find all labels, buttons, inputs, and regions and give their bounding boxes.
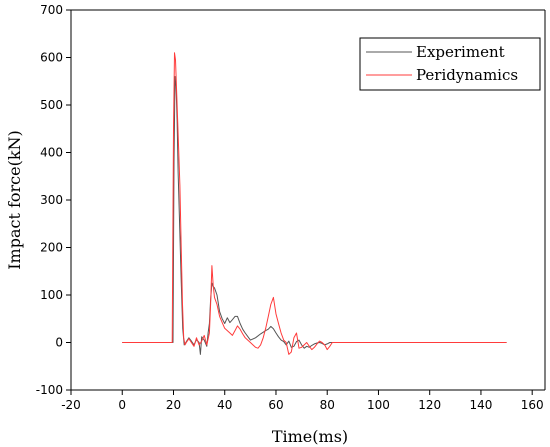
series-line-peridynamics — [122, 52, 507, 355]
y-tick-label: 300 — [40, 193, 63, 207]
x-tick-label: 100 — [367, 398, 390, 412]
x-tick-label: 60 — [268, 398, 283, 412]
y-tick-label: 0 — [55, 336, 63, 350]
legend-box — [359, 37, 541, 91]
y-tick-label: -100 — [36, 383, 63, 397]
y-tick-label: 200 — [40, 241, 63, 255]
y-ticks: -100 0 100 200 300 400 500 600 700 — [36, 3, 71, 397]
y-tick-label: 500 — [40, 98, 63, 112]
x-tick-label: 20 — [166, 398, 181, 412]
x-tick-label: 140 — [469, 398, 492, 412]
x-tick-label: 0 — [118, 398, 126, 412]
x-tick-label: 80 — [320, 398, 335, 412]
x-tick-label: 120 — [418, 398, 441, 412]
y-tick-label: 700 — [40, 3, 63, 17]
y-tick-label: 600 — [40, 51, 63, 65]
x-ticks: -20 0 20 40 60 80 100 120 140 160 — [61, 390, 544, 412]
y-tick-label: 100 — [40, 288, 63, 302]
x-tick-label: -20 — [61, 398, 81, 412]
y-axis-title: Impact force(kN) — [5, 130, 24, 270]
legend-label-experiment: Experiment — [416, 43, 505, 61]
x-tick-label: 160 — [521, 398, 544, 412]
legend: Experiment Peridynamics — [359, 37, 541, 91]
y-tick-label: 400 — [40, 146, 63, 160]
legend-label-peridynamics: Peridynamics — [416, 66, 518, 84]
series-line-experiment — [122, 76, 507, 355]
series-layer — [122, 52, 507, 355]
x-tick-label: 40 — [217, 398, 232, 412]
x-axis-title: Time(ms) — [272, 427, 348, 446]
